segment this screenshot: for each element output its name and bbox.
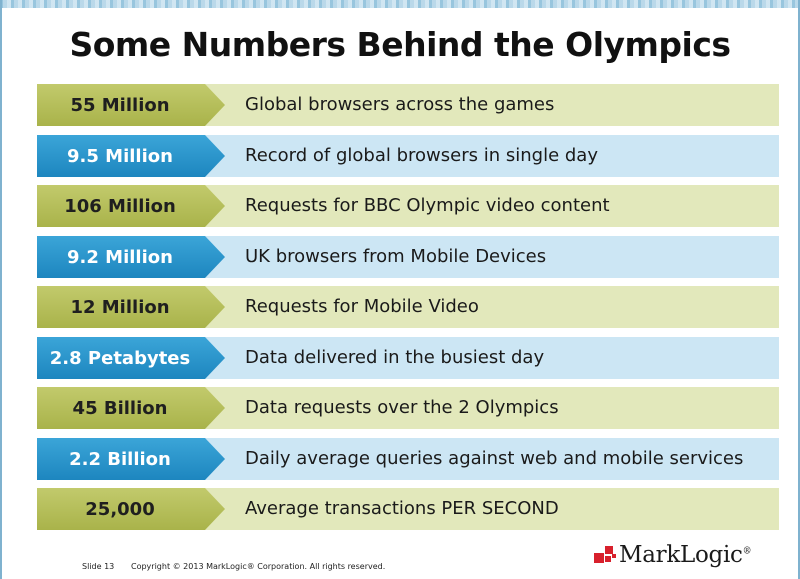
stat-value-tag: 12 Million xyxy=(37,286,225,328)
top-border xyxy=(0,0,800,8)
slide-title: Some Numbers Behind the Olympics xyxy=(69,25,731,64)
stat-description: UK browsers from Mobile Devices xyxy=(245,246,547,267)
stat-description: Requests for BBC Olympic video content xyxy=(245,195,610,216)
stat-value-tag: 9.2 Million xyxy=(37,236,225,278)
slide-number: Slide 13 xyxy=(82,562,115,571)
frame-left xyxy=(0,0,2,579)
copyright-notice: Copyright © 2013 MarkLogic® Corporation.… xyxy=(131,562,386,571)
stat-description: Daily average queries against web and mo… xyxy=(245,448,744,469)
stat-value-tag: 2.2 Billion xyxy=(37,438,225,480)
marklogic-logo: MarkLogic® xyxy=(592,537,752,573)
stat-row: 9.5 Million Record of global browsers in … xyxy=(37,135,779,177)
stat-row: 9.2 Million UK browsers from Mobile Devic… xyxy=(37,236,779,278)
stat-row: 45 Billion Data requests over the 2 Olymp… xyxy=(37,387,779,429)
stat-row: 25,000 Average transactions PER SECOND xyxy=(37,488,779,530)
stat-row: 12 Million Requests for Mobile Video xyxy=(37,286,779,328)
stat-description: Record of global browsers in single day xyxy=(245,145,598,166)
stat-description: Requests for Mobile Video xyxy=(245,296,479,317)
stat-value-tag: 45 Billion xyxy=(37,387,225,429)
logo-wordmark: MarkLogic® xyxy=(619,542,752,568)
stat-value-tag: 25,000 xyxy=(37,488,225,530)
stat-row: 2.8 Petabytes Data delivered in the busie… xyxy=(37,337,779,379)
marklogic-squares-icon xyxy=(592,543,616,567)
frame-right xyxy=(798,0,800,579)
stat-value-tag: 106 Million xyxy=(37,185,225,227)
stat-value-tag: 55 Million xyxy=(37,84,225,126)
stat-description: Global browsers across the games xyxy=(245,94,555,115)
stat-description: Average transactions PER SECOND xyxy=(245,498,559,519)
stat-value-tag: 2.8 Petabytes xyxy=(37,337,225,379)
stat-description: Data requests over the 2 Olympics xyxy=(245,397,559,418)
stat-description: Data delivered in the busiest day xyxy=(245,347,545,368)
stat-row: 106 Million Requests for BBC Olympic vide… xyxy=(37,185,779,227)
stat-value-tag: 9.5 Million xyxy=(37,135,225,177)
stat-row: 2.2 Billion Daily average queries against… xyxy=(37,438,779,480)
stat-row: 55 Million Global browsers across the gam… xyxy=(37,84,779,126)
